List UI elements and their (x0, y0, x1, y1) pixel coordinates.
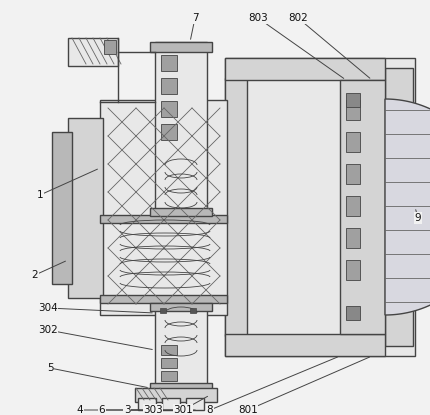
Bar (346, 100, 360, 120)
Bar (150, 42, 212, 52)
Bar (150, 303, 212, 311)
Bar (162, 398, 180, 410)
Bar (100, 295, 227, 303)
Bar (385, 68, 413, 346)
Text: 5: 5 (47, 363, 53, 373)
Bar (68, 118, 103, 298)
Bar (346, 93, 360, 107)
Bar (225, 78, 247, 336)
Bar (138, 398, 156, 410)
Text: 6: 6 (99, 405, 105, 415)
Bar (155, 42, 207, 215)
Text: 8: 8 (207, 405, 213, 415)
Bar (68, 38, 118, 66)
Bar (340, 80, 385, 334)
Bar (225, 58, 415, 356)
Bar (161, 55, 177, 71)
Text: 1: 1 (37, 190, 43, 200)
Bar (135, 388, 217, 402)
Bar (52, 132, 72, 284)
Bar (100, 215, 227, 223)
Text: 301: 301 (173, 405, 193, 415)
Text: 803: 803 (248, 13, 268, 23)
Bar (161, 101, 177, 117)
Bar (346, 196, 360, 216)
Bar (190, 308, 196, 313)
Bar (150, 208, 212, 216)
Bar (225, 334, 385, 356)
Text: 303: 303 (143, 405, 163, 415)
Text: 802: 802 (288, 13, 308, 23)
Bar (104, 40, 116, 54)
Bar (346, 164, 360, 184)
Bar (346, 132, 360, 152)
Bar (161, 78, 177, 94)
Bar (346, 260, 360, 280)
Text: 2: 2 (32, 270, 38, 280)
Bar (100, 100, 227, 315)
Text: 302: 302 (38, 325, 58, 335)
Bar (225, 58, 385, 80)
Bar (161, 345, 177, 355)
Text: 304: 304 (38, 303, 58, 313)
Bar (186, 398, 204, 410)
Text: 4: 4 (77, 405, 83, 415)
Bar (150, 383, 212, 393)
Bar (155, 305, 207, 385)
Bar (161, 124, 177, 140)
Polygon shape (385, 99, 430, 315)
Bar (161, 371, 177, 381)
Bar (161, 358, 177, 368)
Text: 9: 9 (415, 213, 421, 223)
Bar (346, 306, 360, 320)
Bar (160, 308, 166, 313)
Text: 801: 801 (238, 405, 258, 415)
Text: 7: 7 (192, 13, 198, 23)
Bar (346, 228, 360, 248)
Text: 3: 3 (124, 405, 130, 415)
